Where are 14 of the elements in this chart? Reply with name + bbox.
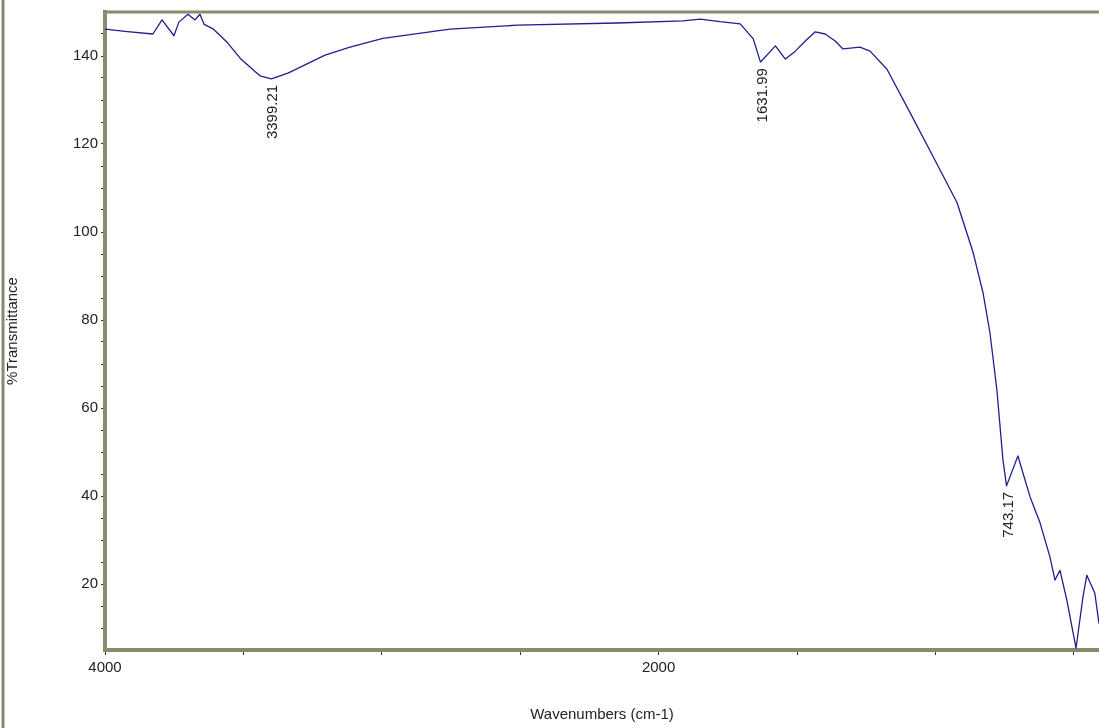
y-tick-label: 120 xyxy=(72,134,98,152)
y-tick-label: 20 xyxy=(81,574,98,592)
y-tick-label: 80 xyxy=(81,310,98,328)
x-tick-label: 2000 xyxy=(641,658,676,676)
y-tick-label: 60 xyxy=(81,398,98,416)
annotation: 1631.99 xyxy=(752,68,770,123)
x-axis-title: Wavenumbers (cm-1) xyxy=(530,705,674,723)
y-axis-title: %Transmittance xyxy=(3,277,21,385)
annotation: 3399.21 xyxy=(263,84,281,140)
annotation: 743.17 xyxy=(998,491,1016,538)
y-tick-label: 40 xyxy=(81,486,98,504)
y-tick-label: 140 xyxy=(72,46,98,64)
x-tick-label: 4000 xyxy=(88,658,122,676)
y-tick-label: 100 xyxy=(72,222,98,240)
